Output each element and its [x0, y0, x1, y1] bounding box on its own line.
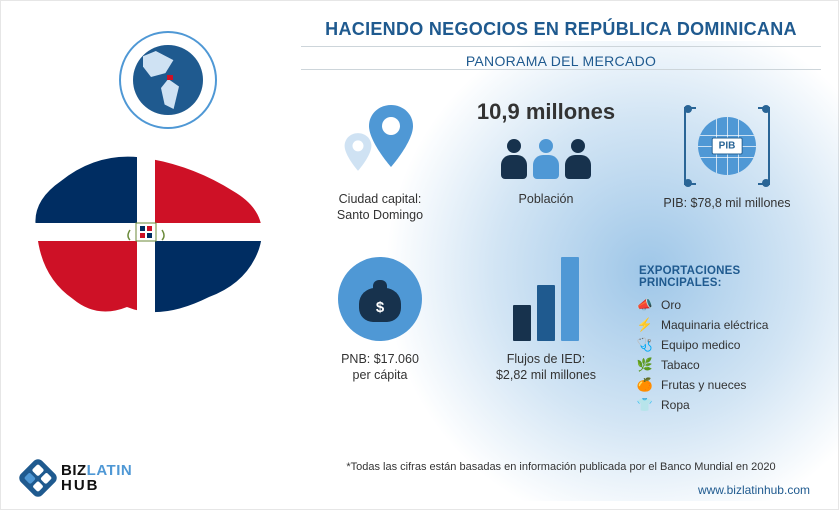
bar — [513, 305, 531, 341]
page-title: HACIENDO NEGOCIOS EN REPÚBLICA DOMINICAN… — [301, 19, 821, 40]
exports-list: 📣 Oro ⚡ Maquinaria eléctrica 🩺 Equipo medico 🌿… — [633, 297, 768, 417]
clothing-icon: 👕 — [637, 397, 653, 413]
brand-logo: BIZLATIN HUB — [23, 463, 132, 493]
globe-locator-icon — [119, 31, 217, 129]
export-item: 📣 Oro — [633, 297, 768, 313]
footnote: *Todas las cifras están basadas en infor… — [301, 461, 821, 473]
capital-label-1: Ciudad capital: — [339, 191, 422, 207]
gdp-label: PIB: $78,8 mil millones — [663, 195, 790, 211]
header: HACIENDO NEGOCIOS EN REPÚBLICA DOMINICAN… — [301, 19, 821, 40]
stats-grid: Ciudad capital: Santo Domingo 10,9 millo… — [301, 99, 821, 419]
population-headline: 10,9 millones — [477, 99, 615, 125]
export-item: 🍊 Frutas y nueces — [633, 377, 768, 393]
export-label: Tabaco — [661, 358, 700, 372]
export-label: Maquinaria eléctrica — [661, 318, 768, 332]
website-url: www.bizlatinhub.com — [698, 483, 810, 497]
people-icon — [500, 139, 592, 181]
gdp-badge: PIB — [712, 138, 743, 155]
export-item: ⚡ Maquinaria eléctrica — [633, 317, 768, 333]
gnp-label-1: PNB: $17.060 — [341, 351, 419, 367]
fruit-icon: 🍊 — [637, 377, 653, 393]
stat-gnp: $ PNB: $17.060 per cápita — [301, 249, 459, 419]
fdi-label-2: $2,82 mil millones — [496, 367, 596, 383]
map-pin-icon — [340, 105, 420, 185]
bar — [561, 257, 579, 341]
country-map-icon — [19, 141, 274, 326]
stat-population: 10,9 millones Población — [467, 99, 625, 249]
stat-capital: Ciudad capital: Santo Domingo — [301, 99, 459, 249]
exports-title: EXPORTACIONES PRINCIPALES: — [639, 265, 821, 289]
electric-icon: ⚡ — [637, 317, 653, 333]
brand-logo-text: BIZLATIN HUB — [61, 463, 132, 493]
stat-fdi: Flujos de IED: $2,82 mil millones — [467, 249, 625, 419]
page-subtitle: PANORAMA DEL MERCADO — [301, 53, 821, 69]
capital-label-2: Santo Domingo — [337, 207, 423, 223]
export-item: 👕 Ropa — [633, 397, 768, 413]
money-bag-icon: $ — [338, 257, 422, 341]
divider-2 — [301, 69, 821, 70]
gold-icon: 📣 — [637, 297, 653, 313]
export-item: 🌿 Tabaco — [633, 357, 768, 373]
gnp-label-2: per cápita — [353, 367, 408, 383]
bar — [537, 285, 555, 341]
brand-logo-icon — [17, 457, 59, 499]
export-label: Equipo medico — [661, 338, 740, 352]
export-label: Ropa — [661, 398, 690, 412]
tobacco-icon: 🌿 — [637, 357, 653, 373]
export-item: 🩺 Equipo medico — [633, 337, 768, 353]
stat-exports: EXPORTACIONES PRINCIPALES: 📣 Oro ⚡ Maquinar… — [633, 249, 821, 419]
bar-chart-icon — [513, 257, 579, 341]
medical-icon: 🩺 — [637, 337, 653, 353]
gdp-globe-icon: PIB — [688, 107, 766, 185]
population-label: Población — [519, 191, 574, 207]
export-label: Oro — [661, 298, 681, 312]
stat-gdp: PIB PIB: $78,8 mil millones — [633, 99, 821, 249]
fdi-label-1: Flujos de IED: — [507, 351, 586, 367]
export-label: Frutas y nueces — [661, 378, 746, 392]
